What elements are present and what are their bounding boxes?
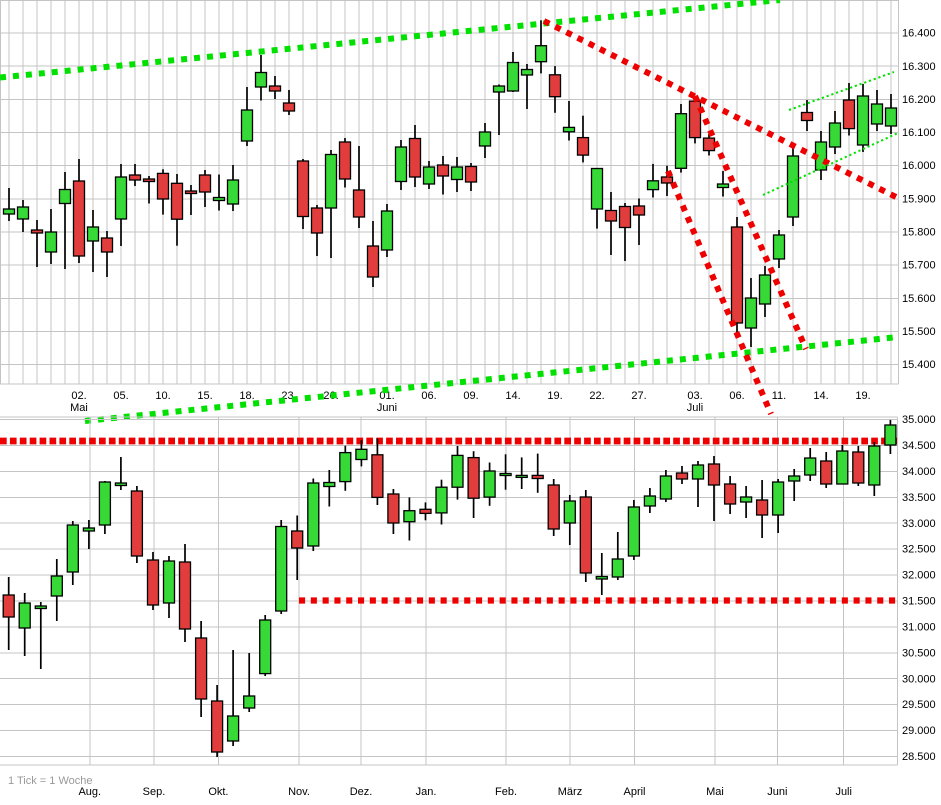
svg-text:09.: 09. [463, 390, 478, 402]
svg-text:06.: 06. [421, 390, 436, 402]
svg-text:15.400: 15.400 [902, 359, 936, 371]
svg-text:29.000: 29.000 [902, 725, 936, 737]
svg-text:1 Tick = 1 Woche: 1 Tick = 1 Woche [8, 775, 92, 787]
svg-text:Nov.: Nov. [288, 786, 310, 798]
svg-text:Jan.: Jan. [416, 786, 437, 798]
svg-text:Juni: Juni [377, 402, 397, 414]
svg-text:03.: 03. [687, 390, 702, 402]
svg-text:19.: 19. [855, 390, 870, 402]
svg-text:Dez.: Dez. [350, 786, 373, 798]
svg-text:35.000: 35.000 [902, 414, 936, 426]
svg-text:Mai: Mai [706, 786, 724, 798]
svg-text:10.: 10. [155, 390, 170, 402]
svg-text:15.600: 15.600 [902, 293, 936, 305]
svg-text:15.: 15. [197, 390, 212, 402]
svg-text:Aug.: Aug. [78, 786, 101, 798]
svg-text:14.: 14. [505, 390, 520, 402]
svg-text:April: April [623, 786, 645, 798]
svg-text:34.500: 34.500 [902, 440, 936, 452]
svg-text:Sep.: Sep. [143, 786, 166, 798]
svg-text:32.000: 32.000 [902, 570, 936, 582]
svg-text:32.500: 32.500 [902, 544, 936, 556]
svg-text:Juli: Juli [835, 786, 852, 798]
svg-text:31.500: 31.500 [902, 596, 936, 608]
svg-text:18.: 18. [239, 390, 254, 402]
svg-text:30.000: 30.000 [902, 673, 936, 685]
svg-text:33.000: 33.000 [902, 518, 936, 530]
svg-text:Juli: Juli [687, 402, 704, 414]
svg-text:22.: 22. [589, 390, 604, 402]
svg-text:14.: 14. [813, 390, 828, 402]
svg-text:33.500: 33.500 [902, 492, 936, 504]
svg-text:19.: 19. [547, 390, 562, 402]
svg-text:16.200: 16.200 [902, 94, 936, 106]
svg-text:15.700: 15.700 [902, 260, 936, 272]
svg-text:März: März [558, 786, 582, 798]
svg-text:15.500: 15.500 [902, 326, 936, 338]
svg-text:15.900: 15.900 [902, 193, 936, 205]
svg-text:16.400: 16.400 [902, 28, 936, 40]
svg-text:Feb.: Feb. [495, 786, 517, 798]
svg-text:31.000: 31.000 [902, 622, 936, 634]
svg-text:28.500: 28.500 [902, 751, 936, 763]
svg-text:11.: 11. [772, 390, 786, 402]
svg-text:Mai: Mai [70, 402, 88, 414]
svg-text:16.100: 16.100 [902, 127, 936, 139]
svg-text:05.: 05. [113, 390, 128, 402]
svg-text:16.300: 16.300 [902, 61, 936, 73]
svg-text:06.: 06. [729, 390, 744, 402]
svg-text:15.800: 15.800 [902, 227, 936, 239]
svg-text:27.: 27. [631, 390, 646, 402]
svg-text:Juni: Juni [767, 786, 787, 798]
svg-text:Okt.: Okt. [208, 786, 228, 798]
svg-text:02.: 02. [71, 390, 86, 402]
svg-text:16.000: 16.000 [902, 160, 936, 172]
svg-text:30.500: 30.500 [902, 647, 936, 659]
svg-text:29.500: 29.500 [902, 699, 936, 711]
svg-text:34.000: 34.000 [902, 466, 936, 478]
